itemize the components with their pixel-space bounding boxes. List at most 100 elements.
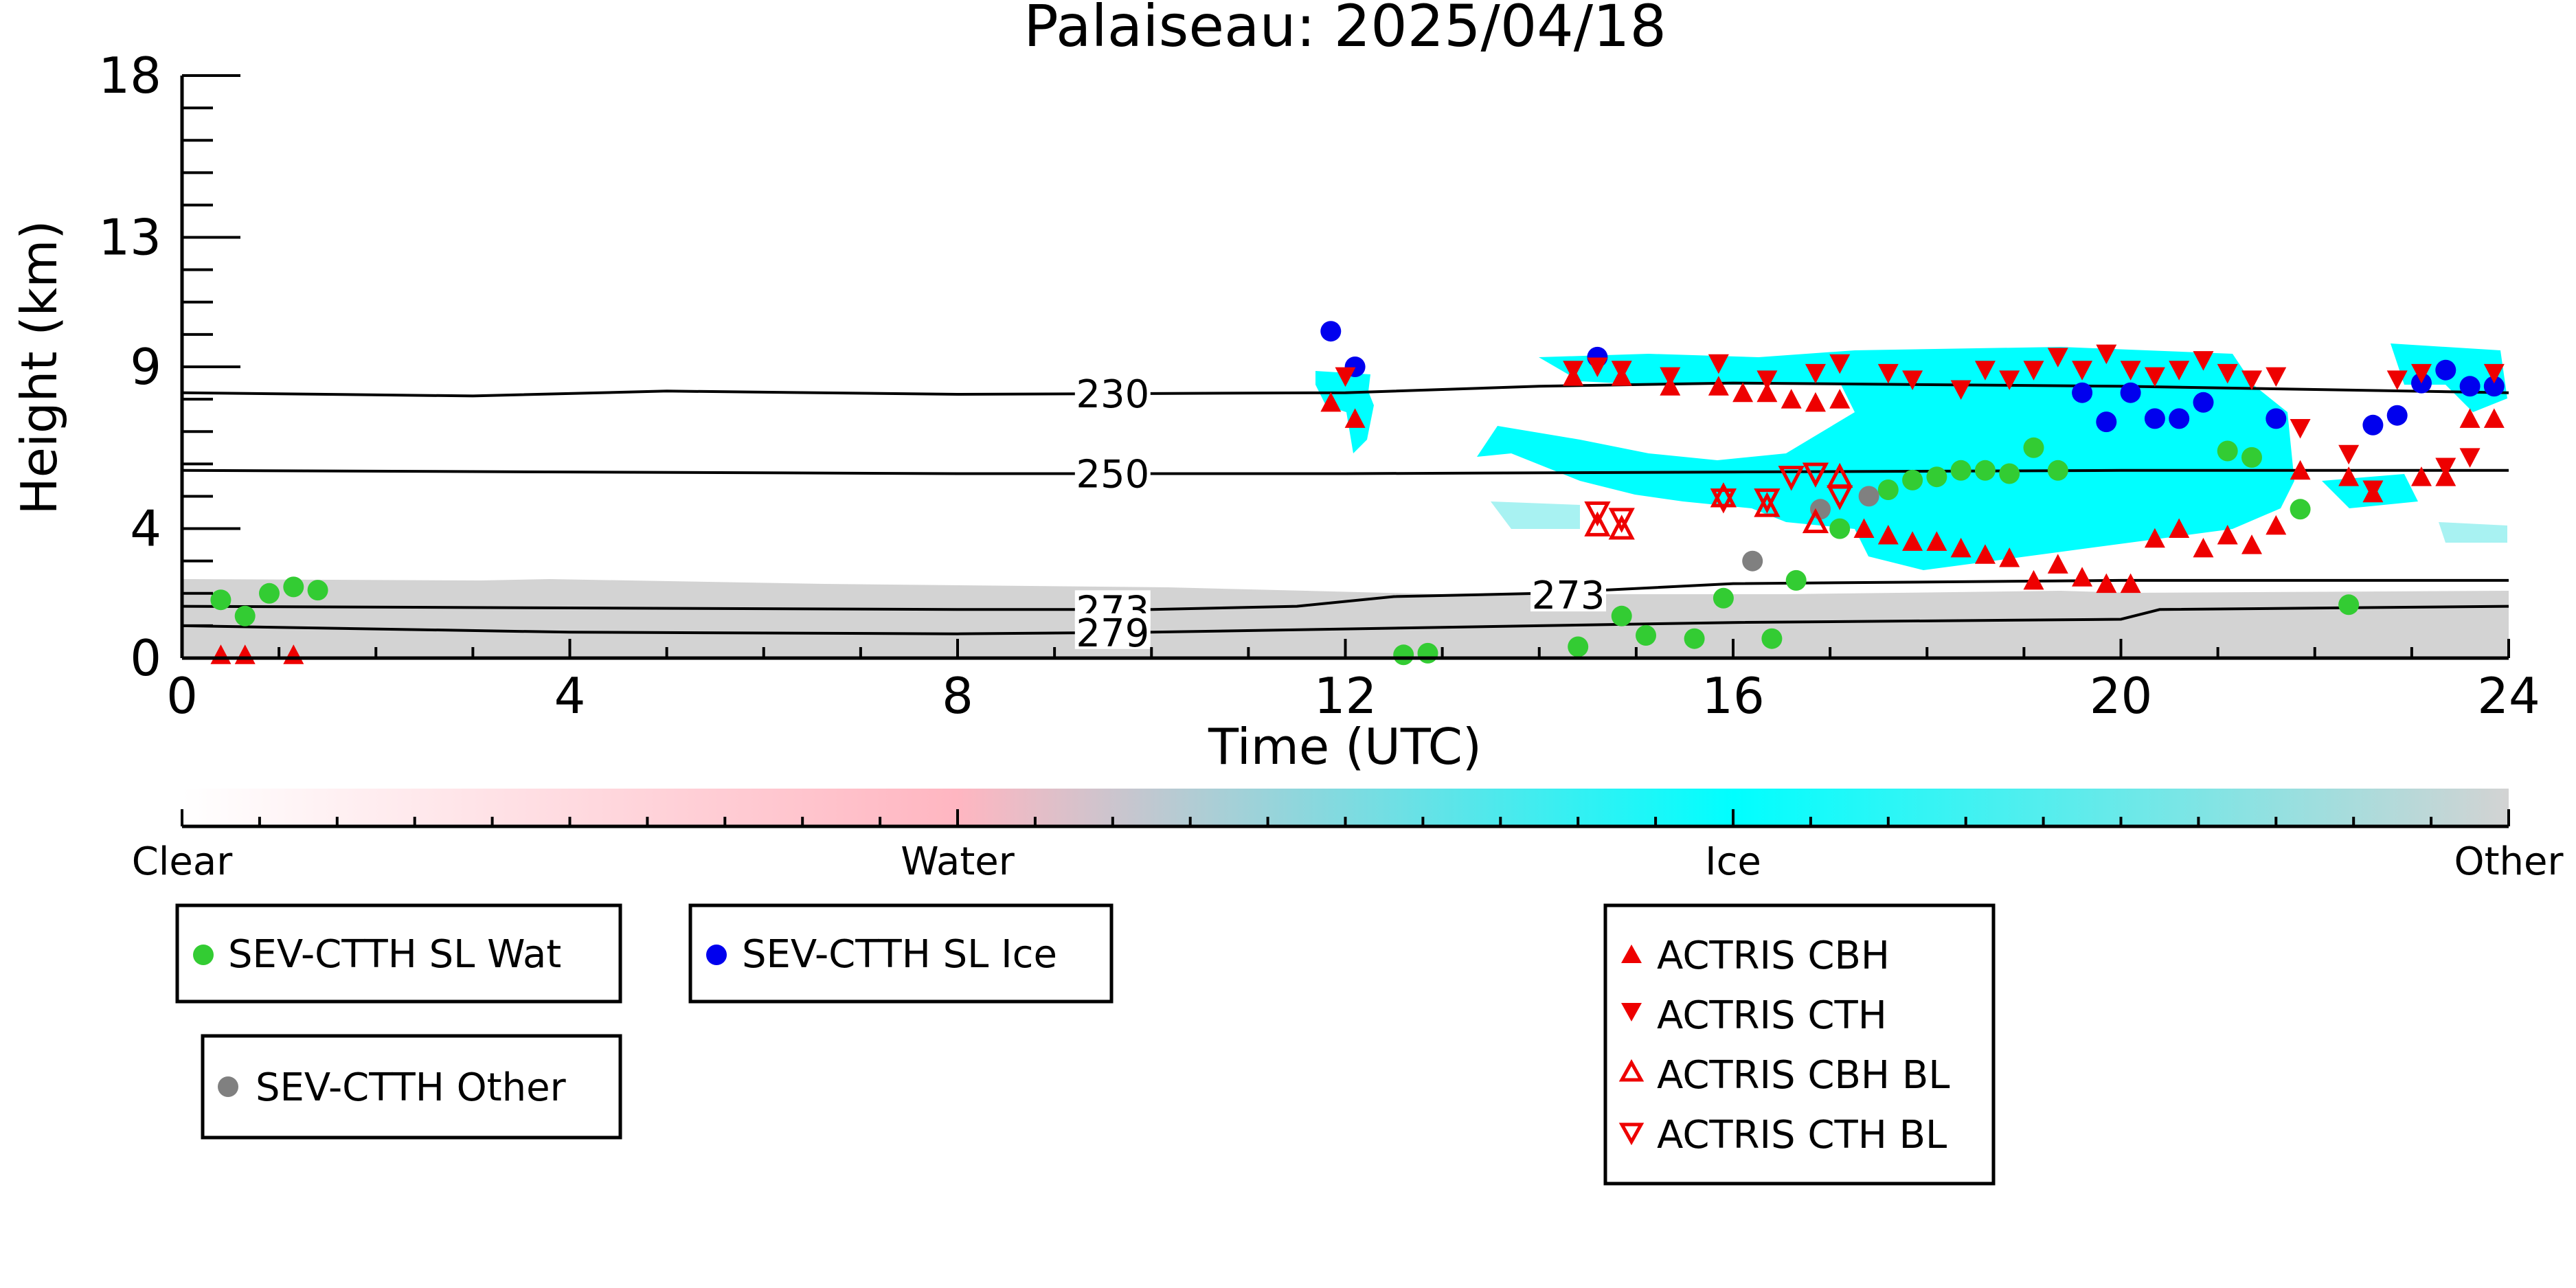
marker-actris-cbh xyxy=(2241,534,2263,554)
temperature-contours xyxy=(182,381,2509,635)
contour-label-bg-230 xyxy=(1074,374,1151,411)
marker-actris-cbh xyxy=(2290,460,2311,480)
point-sev-ctth-sl-wat xyxy=(1636,625,1656,646)
marker-actris-cth xyxy=(2047,348,2068,368)
marker-actris-cth xyxy=(1756,370,1778,390)
marker-actris-cbh xyxy=(2410,466,2432,486)
point-sev-ctth-sl-ice xyxy=(2435,359,2456,381)
point-sev-ctth-sl-wat xyxy=(2241,447,2262,468)
marker-actris-cth xyxy=(2338,444,2360,465)
legend-other-marker xyxy=(218,1076,238,1097)
contour-label-250: 250 xyxy=(1076,452,1149,497)
marker-actris-cth xyxy=(2072,361,2093,381)
point-sev-ctth-other xyxy=(1858,486,1879,507)
marker-actris-cth xyxy=(1708,354,1729,374)
marker-actris-cth xyxy=(1829,354,1851,374)
marker-actris-cbh xyxy=(1877,524,1899,545)
marker-actris-cth xyxy=(2096,344,2117,365)
marker-actris-cth-bl xyxy=(1754,488,1781,514)
point-sev-ctth-sl-ice xyxy=(2169,408,2190,429)
point-sev-ctth-sl-ice xyxy=(2362,414,2384,436)
point-sev-ctth-sl-ice xyxy=(1320,321,1342,342)
marker-actris-cbh xyxy=(1708,376,1729,396)
legend-other-label: SEV-CTTH Other xyxy=(256,1065,567,1110)
legend-ice-marker xyxy=(706,945,727,965)
point-sev-ctth-sl-ice xyxy=(2120,382,2141,403)
marker-actris-cbh xyxy=(1902,531,1923,551)
point-sev-ctth-sl-ice xyxy=(2483,376,2505,397)
marker-actris-cth xyxy=(2386,370,2408,390)
marker-actris-cbh xyxy=(1926,531,1947,551)
ice-field-afternoon xyxy=(1477,347,2294,570)
marker-actris-cth-bl xyxy=(1802,462,1829,488)
point-sev-ctth-sl-wat xyxy=(1761,628,1783,649)
marker-actris-cbh xyxy=(2047,554,2068,574)
point-sev-ctth-sl-wat xyxy=(1902,469,1923,490)
contour-label-bg-273b xyxy=(1530,576,1607,612)
contour-line-273 xyxy=(182,578,2509,611)
marker-actris-cth xyxy=(2483,363,2505,384)
marker-actris-cbh-bl xyxy=(1584,511,1611,536)
y-tick-label: 13 xyxy=(98,209,161,267)
phase-colorbar: Clear Water Ice Other xyxy=(132,789,2564,884)
marker-actris-cth xyxy=(1660,367,1681,387)
point-sev-ctth-sl-wat xyxy=(2217,440,2238,462)
colorbar-label-water: Water xyxy=(901,839,1015,884)
point-sev-ctth-sl-wat xyxy=(210,589,231,611)
marker-actris-cbh xyxy=(1999,547,2020,567)
legend-cth-marker xyxy=(1621,1003,1642,1021)
marker-actris-cth xyxy=(2217,363,2238,384)
marker-actris-cth xyxy=(2435,457,2456,478)
legend-sev-other: SEV-CTTH Other xyxy=(201,1034,622,1140)
point-sev-ctth-sl-wat xyxy=(307,580,328,601)
marker-actris-cth xyxy=(1805,363,1826,384)
marker-actris-cbh xyxy=(1974,544,1996,564)
marker-actris-cbh xyxy=(2459,408,2481,428)
marker-actris-cbh xyxy=(2266,515,2287,535)
marker-actris-cth xyxy=(2266,367,2287,387)
y-tick-label: 0 xyxy=(130,629,161,687)
marker-actris-cbh xyxy=(2169,518,2190,539)
contour-label-bg-250 xyxy=(1074,454,1151,490)
point-sev-ctth-sl-wat xyxy=(1829,518,1851,539)
x-axis-label: Time (UTC) xyxy=(1208,718,1482,776)
legend-cbh-label: ACTRIS CBH xyxy=(1657,934,1890,978)
marker-actris-cbh xyxy=(1781,389,1802,409)
point-sev-ctth-sl-wat xyxy=(1568,636,1589,657)
marker-actris-cbh-bl xyxy=(1608,515,1635,540)
legend-cbh-marker xyxy=(1621,945,1642,963)
marker-actris-cbh-bl xyxy=(1754,492,1781,517)
contour-line-250 xyxy=(182,468,2509,475)
legend-wat-marker xyxy=(193,945,214,965)
chart-title: Palaiseau: 2025/04/18 xyxy=(1024,0,1667,60)
marker-actris-cth xyxy=(1902,370,1923,390)
marker-actris-cth xyxy=(2169,361,2190,381)
point-sev-ctth-sl-wat xyxy=(1785,569,1807,591)
marker-actris-cth-bl xyxy=(1710,488,1737,514)
point-sev-ctth-sl-wat xyxy=(1611,605,1632,626)
point-sev-ctth-sl-ice xyxy=(2072,382,2093,403)
y-tick-label: 9 xyxy=(130,338,161,396)
point-sev-ctth-sl-wat xyxy=(1926,466,1947,488)
legend-ice-label: SEV-CTTH SL Ice xyxy=(742,932,1057,977)
marker-actris-cth xyxy=(1999,370,2020,390)
x-tick-label: 16 xyxy=(1702,667,1765,725)
point-sev-ctth-sl-wat xyxy=(1999,463,2020,484)
marker-actris-cth xyxy=(2144,367,2165,387)
x-tick-label: 0 xyxy=(166,667,198,725)
y-tick-label: 18 xyxy=(98,47,161,104)
point-sev-ctth-sl-wat xyxy=(1684,628,1705,649)
marker-actris-cbh xyxy=(2338,466,2360,486)
marker-actris-cbh xyxy=(2217,524,2238,545)
marker-actris-cbh xyxy=(1320,392,1342,412)
colorbar-label-other: Other xyxy=(2454,839,2564,884)
x-tick-label: 4 xyxy=(554,667,586,725)
point-sev-ctth-sl-wat xyxy=(2290,499,2311,520)
contour-label-279: 279 xyxy=(1076,611,1149,656)
point-sev-ctth-sl-wat xyxy=(1417,642,1438,664)
marker-actris-cth xyxy=(1611,361,1632,381)
marker-actris-cth-bl xyxy=(1584,501,1611,527)
marker-actris-cth xyxy=(1974,361,1996,381)
x-tick-label: 24 xyxy=(2477,667,2540,725)
